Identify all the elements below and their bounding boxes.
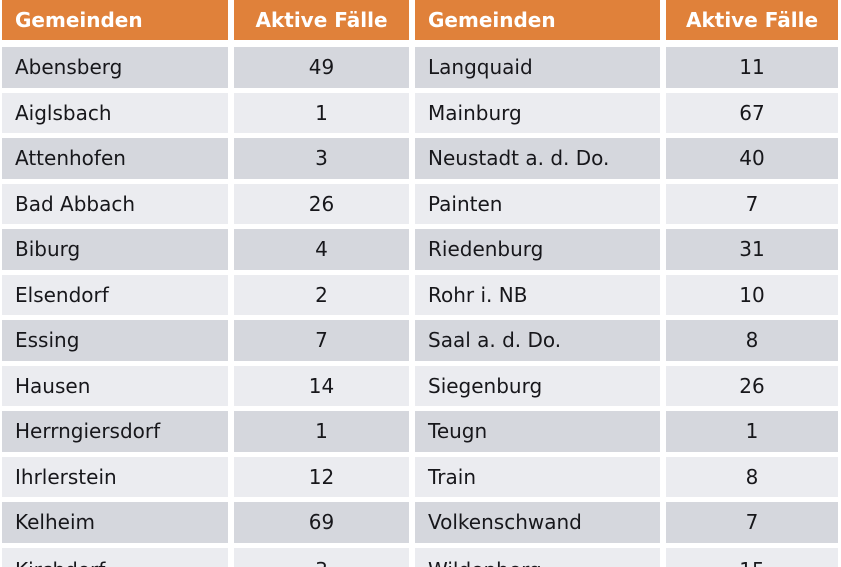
cell-aktive-faelle: 15 bbox=[666, 547, 841, 567]
cell-gemeinde: Mainburg bbox=[415, 92, 666, 138]
table-row: Aiglsbach 1 Mainburg 67 bbox=[0, 92, 841, 138]
cell-gemeinde: Bad Abbach bbox=[0, 183, 234, 229]
header-row: Gemeinden Aktive Fälle Gemeinden Aktive … bbox=[0, 0, 841, 47]
table-row: Abensberg 49 Langquaid 11 bbox=[0, 47, 841, 93]
cell-gemeinde: Kirchdorf bbox=[0, 547, 234, 567]
cell-aktive-faelle: 7 bbox=[666, 502, 841, 548]
column-header-gemeinden-left: Gemeinden bbox=[0, 0, 234, 47]
cell-aktive-faelle: 49 bbox=[234, 47, 415, 93]
cell-gemeinde: Aiglsbach bbox=[0, 92, 234, 138]
table-row: Herrngiersdorf 1 Teugn 1 bbox=[0, 411, 841, 457]
column-header-gemeinden-right: Gemeinden bbox=[415, 0, 666, 47]
cell-aktive-faelle: 14 bbox=[234, 365, 415, 411]
cell-aktive-faelle: 7 bbox=[666, 183, 841, 229]
table-row: Attenhofen 3 Neustadt a. d. Do. 40 bbox=[0, 138, 841, 184]
cell-gemeinde: Langquaid bbox=[415, 47, 666, 93]
cell-gemeinde: Saal a. d. Do. bbox=[415, 320, 666, 366]
cell-gemeinde: Painten bbox=[415, 183, 666, 229]
cell-gemeinde: Riedenburg bbox=[415, 229, 666, 275]
column-header-aktive-faelle-left: Aktive Fälle bbox=[234, 0, 415, 47]
cell-aktive-faelle: 26 bbox=[234, 183, 415, 229]
cell-aktive-faelle: 8 bbox=[666, 456, 841, 502]
cell-gemeinde: Volkenschwand bbox=[415, 502, 666, 548]
cell-gemeinde: Elsendorf bbox=[0, 274, 234, 320]
table-row: Biburg 4 Riedenburg 31 bbox=[0, 229, 841, 275]
table-row: Essing 7 Saal a. d. Do. 8 bbox=[0, 320, 841, 366]
cell-aktive-faelle: 3 bbox=[234, 547, 415, 567]
cell-aktive-faelle: 67 bbox=[666, 92, 841, 138]
cell-aktive-faelle: 3 bbox=[234, 138, 415, 184]
cell-aktive-faelle: 11 bbox=[666, 47, 841, 93]
cell-gemeinde: Rohr i. NB bbox=[415, 274, 666, 320]
cell-gemeinde: Biburg bbox=[0, 229, 234, 275]
cell-aktive-faelle: 1 bbox=[666, 411, 841, 457]
cell-aktive-faelle: 40 bbox=[666, 138, 841, 184]
cell-gemeinde: Ihrlerstein bbox=[0, 456, 234, 502]
table-row: Hausen 14 Siegenburg 26 bbox=[0, 365, 841, 411]
cell-aktive-faelle: 1 bbox=[234, 411, 415, 457]
table-row: Bad Abbach 26 Painten 7 bbox=[0, 183, 841, 229]
cell-aktive-faelle: 12 bbox=[234, 456, 415, 502]
cell-gemeinde: Abensberg bbox=[0, 47, 234, 93]
cell-aktive-faelle: 31 bbox=[666, 229, 841, 275]
cell-gemeinde: Siegenburg bbox=[415, 365, 666, 411]
table-row: Kelheim 69 Volkenschwand 7 bbox=[0, 502, 841, 548]
cell-gemeinde: Attenhofen bbox=[0, 138, 234, 184]
cell-aktive-faelle: 26 bbox=[666, 365, 841, 411]
cell-aktive-faelle: 10 bbox=[666, 274, 841, 320]
cell-aktive-faelle: 8 bbox=[666, 320, 841, 366]
cell-gemeinde: Hausen bbox=[0, 365, 234, 411]
table-row: Elsendorf 2 Rohr i. NB 10 bbox=[0, 274, 841, 320]
column-header-aktive-faelle-right: Aktive Fälle bbox=[666, 0, 841, 47]
table-row: Kirchdorf 3 Wildenberg 15 bbox=[0, 547, 841, 567]
cell-aktive-faelle: 4 bbox=[234, 229, 415, 275]
cell-gemeinde: Herrngiersdorf bbox=[0, 411, 234, 457]
cell-gemeinde: Teugn bbox=[415, 411, 666, 457]
cell-gemeinde: Wildenberg bbox=[415, 547, 666, 567]
cell-aktive-faelle: 7 bbox=[234, 320, 415, 366]
cell-gemeinde: Essing bbox=[0, 320, 234, 366]
cell-aktive-faelle: 69 bbox=[234, 502, 415, 548]
cell-aktive-faelle: 1 bbox=[234, 92, 415, 138]
cell-gemeinde: Neustadt a. d. Do. bbox=[415, 138, 666, 184]
cell-gemeinde: Kelheim bbox=[0, 502, 234, 548]
cell-aktive-faelle: 2 bbox=[234, 274, 415, 320]
cell-gemeinde: Train bbox=[415, 456, 666, 502]
table-row: Ihrlerstein 12 Train 8 bbox=[0, 456, 841, 502]
